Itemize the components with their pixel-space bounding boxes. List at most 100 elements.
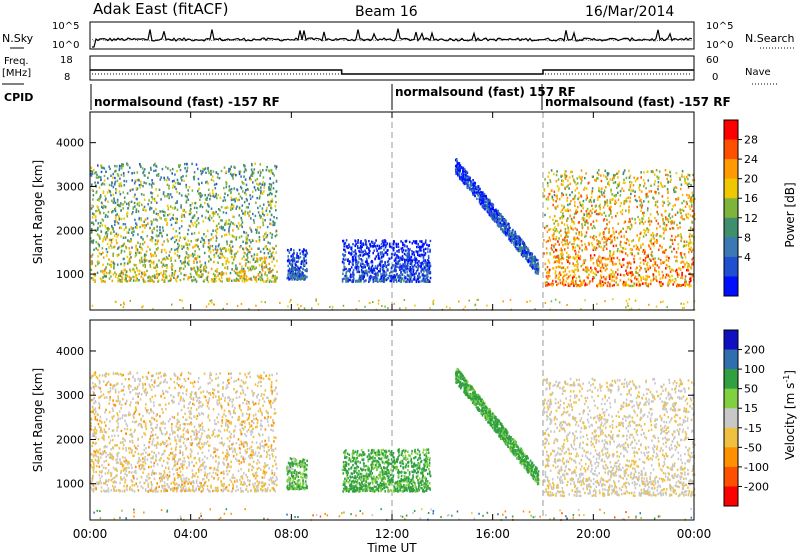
echo-cell-0 [162, 229, 165, 232]
noise-left-label: N.Sky [2, 32, 34, 45]
echo-cell-4 [623, 169, 626, 172]
echo-cell-4 [597, 259, 600, 262]
echo-cell-0 [114, 206, 117, 210]
echo-cell-3 [531, 262, 533, 265]
echo-cell-2 [382, 255, 385, 258]
echo-cell-2 [395, 265, 397, 268]
echo-cell-4 [686, 269, 688, 272]
echo-cell-0 [106, 262, 109, 266]
echo-cell-0 [274, 205, 277, 208]
echo-cell-0 [146, 217, 149, 220]
echo-cell-2 [350, 247, 352, 251]
echo-cell-4 [620, 263, 622, 267]
echo-cell-1 [293, 268, 295, 271]
echo-cell-0 [207, 167, 209, 170]
echo-cell-4 [586, 212, 588, 216]
echo-cell-0 [246, 237, 249, 240]
echo-cell-0 [215, 234, 217, 238]
echo-cell-0 [170, 248, 173, 251]
echo-cell-2 [364, 249, 366, 252]
echo-cell-1 [295, 263, 297, 267]
echo-cell-3 [485, 200, 487, 204]
echo-cell-0 [223, 246, 225, 250]
echo-cell-2 [392, 277, 395, 280]
echo-cell-0 [239, 195, 242, 198]
echo-cell-0 [264, 245, 267, 249]
echo-cell-0 [263, 186, 265, 189]
echo-cell-2 [343, 277, 345, 280]
echo-cell-2 [355, 258, 357, 262]
echo-cell-0 [230, 191, 232, 194]
echo-cell-4 [681, 170, 684, 173]
echo-cell-0 [112, 193, 115, 196]
echo-cell-0 [112, 201, 115, 204]
echo-cell-2 [379, 261, 382, 264]
echo-cell-0 [226, 259, 229, 263]
echo-cell-4 [690, 200, 693, 204]
echo-cell-2 [368, 255, 371, 258]
noise-panel: N.Sky 10^5 10^0 10^5 10^0 N.Search [2, 21, 795, 51]
echo-cell-4 [564, 242, 566, 246]
echo-cell-0 [262, 212, 264, 216]
echo-cell-4 [590, 200, 593, 204]
echo-cell-0 [96, 271, 99, 274]
echo-cell-2 [367, 263, 370, 267]
echo-cell-4 [587, 276, 589, 280]
echo-cell-2 [410, 263, 413, 266]
echo-cell-4 [552, 256, 555, 259]
echo-cell-0 [161, 210, 163, 213]
cpid-row: CPID normalsound (fast) -157 RF normalso… [2, 83, 731, 110]
echo-cell-0 [258, 264, 261, 267]
echo-cell-2 [408, 269, 411, 273]
echo-cell-0 [120, 184, 123, 188]
echo-cell-2 [384, 246, 387, 249]
echo-cell-2 [368, 280, 370, 283]
echo-cell-0 [165, 270, 167, 273]
echo-cell-0 [120, 167, 123, 170]
echo-cell-0 [195, 243, 198, 247]
echo-cell-3 [473, 188, 476, 191]
echo-cell-0 [201, 273, 204, 276]
echo-cell-0 [105, 275, 107, 278]
echo-cell-0 [241, 209, 243, 212]
echo-cell-0 [159, 228, 161, 232]
echo-cell-2 [369, 277, 372, 281]
echo-cell-2 [371, 271, 374, 274]
echo-cell-0 [167, 193, 170, 196]
echo-cell-2 [391, 246, 393, 249]
echo-cell-2 [365, 271, 367, 275]
echo-cell-0 [147, 276, 149, 279]
echo-cell-0 [113, 230, 115, 233]
echo-cell-2 [348, 260, 351, 263]
echo-cell-4 [608, 277, 611, 280]
echo-cell-3 [490, 212, 493, 215]
echo-cell-4 [599, 269, 602, 273]
echo-cell-4 [630, 192, 632, 196]
echo-cell-0 [212, 219, 215, 223]
echo-cell-4 [681, 276, 684, 280]
echo-cell-2 [418, 247, 421, 250]
echo-cell-2 [389, 272, 391, 275]
echo-cell-1 [286, 277, 289, 280]
echo-cell-2 [401, 249, 403, 252]
echo-cell-3 [511, 232, 514, 235]
echo-cell-4 [657, 181, 660, 184]
echo-cell-1 [293, 249, 295, 252]
echo-cell-0 [115, 191, 117, 195]
echo-cell-0 [91, 262, 93, 265]
echo-cell-0 [274, 276, 276, 279]
echo-cell-2 [407, 247, 409, 251]
echo-cell-2 [368, 240, 370, 243]
echo-cell-0 [255, 266, 257, 269]
echo-cell-0 [211, 211, 214, 214]
echo-cell-2 [359, 254, 362, 257]
echo-cell-3 [512, 230, 514, 233]
echo-cell-2 [388, 274, 391, 278]
echo-cell-0 [247, 260, 250, 264]
echo-cell-1 [298, 268, 301, 271]
echo-cell-0 [148, 199, 150, 202]
echo-cell-0 [269, 279, 271, 282]
echo-cell-0 [172, 217, 174, 220]
echo-cell-4 [668, 212, 671, 216]
echo-cell-0 [266, 277, 269, 280]
